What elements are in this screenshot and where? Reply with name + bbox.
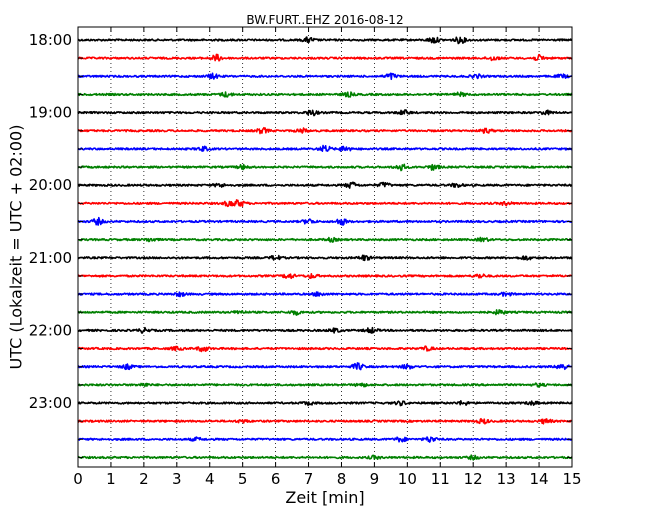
x-tick-label: 8 bbox=[337, 470, 347, 488]
trace-2215 bbox=[77, 345, 573, 353]
trace-1930 bbox=[77, 144, 573, 153]
trace-2315 bbox=[77, 417, 573, 425]
vertical-grid bbox=[110, 27, 540, 467]
trace-1845 bbox=[77, 91, 573, 98]
x-tick-label: 14 bbox=[530, 470, 549, 488]
trace-1915 bbox=[77, 126, 573, 135]
x-tick-label: 4 bbox=[205, 470, 215, 488]
y-tick-label: 21:00 bbox=[29, 249, 72, 267]
trace-1815 bbox=[77, 53, 573, 62]
trace-2030 bbox=[77, 216, 573, 226]
x-tick-label: 12 bbox=[464, 470, 483, 488]
trace-2015 bbox=[77, 199, 573, 208]
x-tick-label: 9 bbox=[370, 470, 380, 488]
trace-2045 bbox=[77, 236, 573, 243]
trace-1830 bbox=[77, 72, 573, 81]
y-tick-labels: 18:00 19:00 20:00 21:00 22:00 23:00 bbox=[29, 31, 72, 412]
trace-2200 bbox=[77, 326, 573, 334]
y-tick-label: 18:00 bbox=[29, 31, 72, 49]
trace-2345 bbox=[77, 454, 573, 461]
trace-2300 bbox=[77, 400, 573, 407]
y-tick-label: 19:00 bbox=[29, 104, 72, 122]
trace-2245 bbox=[77, 382, 573, 388]
x-tick-label: 7 bbox=[304, 470, 314, 488]
trace-2330 bbox=[77, 436, 573, 443]
trace-2145 bbox=[77, 309, 573, 316]
y-axis-label: UTC (Lokalzeit = UTC + 02:00) bbox=[7, 125, 26, 370]
x-tick-labels: 0 1 2 3 4 5 6 7 8 9 10 11 12 13 14 15 bbox=[73, 470, 581, 488]
x-tick-label: 3 bbox=[172, 470, 182, 488]
x-tick-label: 1 bbox=[106, 470, 116, 488]
x-tick-label: 2 bbox=[139, 470, 149, 488]
x-tick-label: 10 bbox=[398, 470, 417, 488]
x-axis-label: Zeit [min] bbox=[285, 488, 364, 507]
seismic-traces bbox=[77, 36, 573, 461]
trace-2230 bbox=[77, 362, 573, 371]
x-tick-label: 11 bbox=[431, 470, 450, 488]
y-tick-label: 23:00 bbox=[29, 394, 72, 412]
trace-2100 bbox=[77, 254, 573, 262]
trace-1900 bbox=[77, 109, 573, 117]
x-tick-label: 5 bbox=[238, 470, 248, 488]
plot-frame bbox=[77, 26, 573, 468]
trace-1945 bbox=[77, 163, 573, 172]
x-tick-label: 0 bbox=[73, 470, 83, 488]
chart-title: BW.FURT..EHZ 2016-08-12 bbox=[246, 13, 403, 27]
x-tick-label: 15 bbox=[562, 470, 581, 488]
axis-ticks bbox=[77, 27, 573, 467]
trace-1800 bbox=[77, 36, 573, 45]
y-tick-label: 20:00 bbox=[29, 176, 72, 194]
x-tick-label: 6 bbox=[271, 470, 281, 488]
trace-2130 bbox=[77, 291, 573, 298]
x-tick-label: 13 bbox=[497, 470, 516, 488]
trace-2115 bbox=[77, 272, 573, 280]
trace-2000 bbox=[77, 181, 573, 189]
y-tick-label: 22:00 bbox=[29, 321, 72, 339]
